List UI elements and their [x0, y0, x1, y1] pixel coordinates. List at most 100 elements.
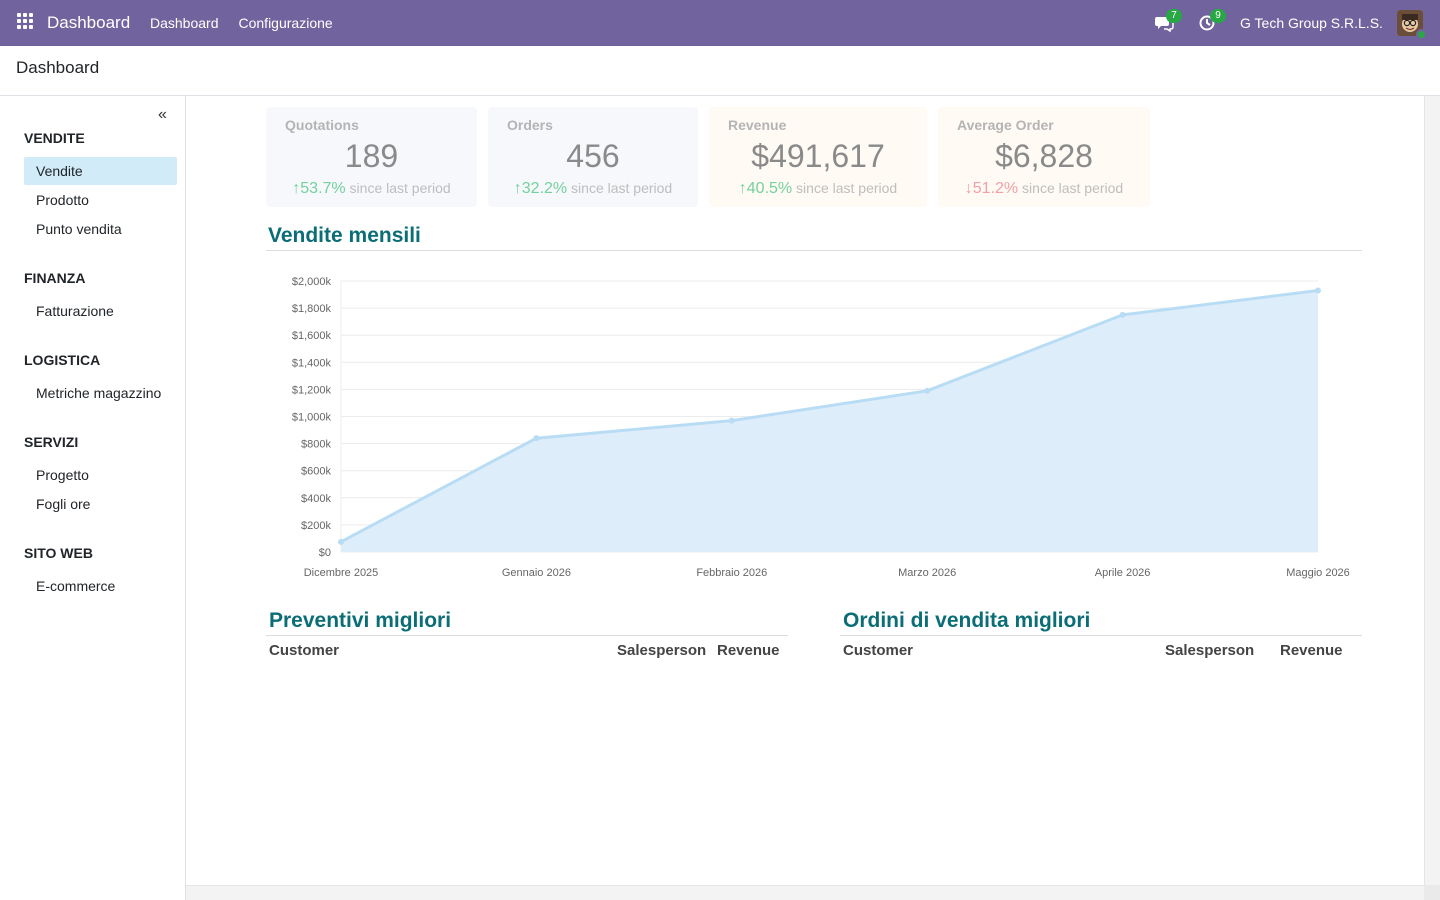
kpi-trend-percent: 53.7%	[300, 180, 346, 197]
x-tick-label: Aprile 2026	[1095, 567, 1151, 579]
kpi-trend-suffix: since last period	[349, 180, 451, 196]
kpi-trend: ↓51.2% since last period	[957, 180, 1131, 198]
collapse-sidebar-icon[interactable]: «	[158, 106, 167, 123]
trend-up-icon: ↑	[738, 180, 747, 197]
top-orders-col-revenue[interactable]: Revenue	[1280, 642, 1343, 659]
vertical-scrollbar[interactable]	[1424, 96, 1440, 885]
sidebar-item-prodotto[interactable]: Prodotto	[36, 192, 89, 208]
kpi-title: Orders	[507, 117, 553, 133]
kpi-card-orders[interactable]: Orders 456 ↑32.2% since last period	[488, 107, 698, 207]
x-tick-label: Dicembre 2025	[304, 567, 379, 579]
sidebar-item-punto-vendita[interactable]: Punto vendita	[36, 221, 122, 237]
sidebar-item-metriche-magazzino[interactable]: Metriche magazzino	[36, 385, 162, 401]
y-tick-label: $0	[319, 547, 331, 559]
sidebar-item-vendite[interactable]: Vendite	[24, 157, 177, 185]
trend-up-icon: ↑	[513, 180, 522, 197]
kpi-value: $491,617	[751, 138, 885, 174]
menu-item-dashboard[interactable]: Dashboard	[150, 15, 219, 31]
kpi-trend-suffix: since last period	[1022, 180, 1124, 196]
monthly-sales-chart[interactable]: $0 $200k $400k $600k $800k $1,000k $1,200k $1,4…	[266, 266, 1376, 586]
sidebar-section-servizi: SERVIZI	[24, 434, 79, 450]
y-tick-label: $1,200k	[292, 384, 332, 396]
y-tick-label: $1,400k	[292, 357, 332, 369]
y-tick-label: $400k	[301, 493, 331, 505]
user-avatar[interactable]	[1397, 10, 1427, 40]
kpi-card-revenue[interactable]: Revenue $491,617 ↑40.5% since last perio…	[709, 107, 927, 207]
kpi-trend: ↑53.7% since last period	[285, 180, 458, 198]
top-quotations-col-salesperson[interactable]: Salesperson	[617, 642, 707, 659]
kpi-trend: ↑32.2% since last period	[507, 180, 679, 198]
monthly-sales-title: Vendite mensili	[268, 224, 421, 247]
top-quotations-col-revenue[interactable]: Revenue	[717, 642, 780, 659]
app-brand[interactable]: Dashboard	[47, 13, 131, 32]
y-tick-label: $1,600k	[292, 330, 332, 342]
x-tick-label: Gennaio 2026	[502, 567, 571, 579]
data-point[interactable]	[924, 387, 931, 394]
breadcrumb: Dashboard	[16, 58, 100, 77]
sidebar: « VENDITE Vendite Prodotto Punto vendita…	[0, 96, 186, 900]
kpi-title: Revenue	[728, 117, 787, 133]
x-tick-label: Marzo 2026	[898, 567, 956, 579]
avatar-image-icon	[1397, 10, 1423, 36]
trend-down-icon: ↓	[964, 180, 973, 197]
messages-badge: 7	[1166, 9, 1182, 23]
sidebar-item-fatturazione[interactable]: Fatturazione	[36, 303, 114, 319]
kpi-trend-percent: 40.5%	[746, 180, 793, 197]
top-orders-col-customer[interactable]: Customer	[843, 642, 914, 659]
trend-up-icon: ↑	[292, 180, 301, 197]
top-quotations-divider	[266, 635, 788, 636]
y-tick-label: $800k	[301, 439, 331, 451]
presence-indicator	[1416, 29, 1427, 40]
dashboard-content: Quotations 189 ↑53.7% since last period …	[186, 96, 1424, 885]
y-tick-label: $1,000k	[292, 412, 332, 424]
top-quotations-col-customer[interactable]: Customer	[269, 642, 340, 659]
top-navbar: Dashboard Dashboard Configurazione 7 9 G…	[0, 0, 1440, 46]
top-orders-col-salesperson[interactable]: Salesperson	[1165, 642, 1255, 659]
kpi-value: 189	[344, 138, 399, 174]
horizontal-scrollbar[interactable]	[186, 885, 1424, 900]
kpi-value: $6,828	[995, 138, 1093, 174]
control-panel: Dashboard	[0, 46, 1440, 96]
messages-icon[interactable]: 7	[1154, 9, 1182, 33]
top-orders-title: Ordini di vendita migliori	[843, 609, 1091, 632]
series-area	[341, 290, 1318, 552]
kpi-card-quotations[interactable]: Quotations 189 ↑53.7% since last period	[266, 107, 477, 207]
series-line	[340, 289, 1319, 544]
kpi-title: Average Order	[957, 117, 1054, 133]
kpi-card-average-order[interactable]: Average Order $6,828 ↓51.2% since last p…	[938, 107, 1150, 207]
main-menu: Dashboard Configurazione	[150, 15, 333, 31]
y-tick-label: $1,800k	[292, 303, 332, 315]
sidebar-item-fogli-ore[interactable]: Fogli ore	[36, 496, 91, 512]
kpi-title: Quotations	[285, 117, 359, 133]
top-quotations-title: Preventivi migliori	[269, 609, 452, 632]
x-tick-label: Febbraio 2026	[696, 567, 767, 579]
data-point[interactable]	[533, 435, 540, 442]
data-point[interactable]	[728, 417, 735, 424]
company-switcher[interactable]: G Tech Group S.R.L.S.	[1240, 15, 1383, 31]
kpi-trend-percent: 32.2%	[521, 180, 568, 197]
sidebar-section-finanza: FINANZA	[24, 270, 86, 286]
activities-badge: 9	[1210, 9, 1226, 23]
top-orders-divider	[840, 635, 1362, 636]
menu-item-configurazione[interactable]: Configurazione	[238, 15, 333, 31]
x-tick-label: Maggio 2026	[1286, 567, 1350, 579]
y-tick-label: $200k	[301, 520, 331, 532]
activities-icon[interactable]: 9	[1198, 9, 1226, 33]
kpi-value: 456	[566, 138, 620, 174]
y-tick-label: $600k	[301, 466, 331, 478]
sidebar-section-vendite: VENDITE	[24, 130, 85, 146]
sidebar-item-e-commerce[interactable]: E-commerce	[36, 578, 116, 594]
apps-grid-icon[interactable]	[17, 13, 35, 31]
scrollbar-corner	[1424, 885, 1440, 900]
sidebar-item-progetto[interactable]: Progetto	[36, 467, 89, 483]
data-point[interactable]	[338, 538, 344, 545]
kpi-trend: ↑40.5% since last period	[728, 180, 908, 198]
data-point[interactable]	[1315, 287, 1321, 294]
kpi-trend-suffix: since last period	[571, 180, 673, 196]
data-point[interactable]	[1119, 311, 1126, 318]
monthly-sales-divider	[266, 250, 1362, 251]
kpi-trend-percent: 51.2%	[972, 180, 1019, 197]
sidebar-section-sito-web: SITO WEB	[24, 545, 93, 561]
sidebar-section-logistica: LOGISTICA	[24, 352, 101, 368]
y-tick-label: $2,000k	[292, 276, 332, 288]
